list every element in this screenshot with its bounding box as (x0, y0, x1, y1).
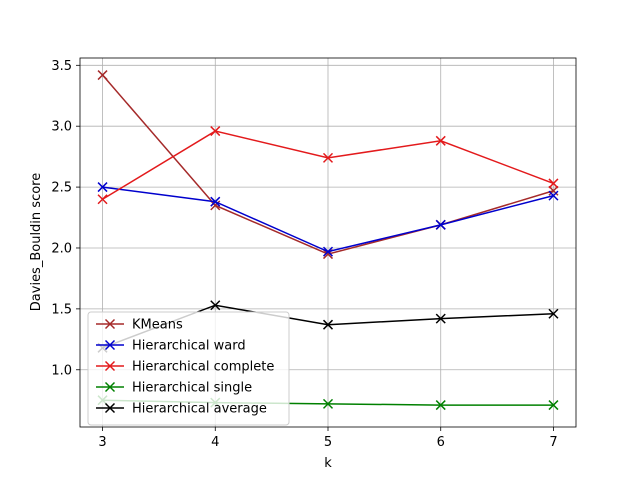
y-tick-label-5: 3.5 (51, 59, 72, 74)
data-point-3-2 (322, 398, 334, 409)
legend-entry-2: Hierarchical complete (96, 360, 274, 375)
legend-entry-3: Hierarchical single (96, 381, 252, 396)
data-point-4-3 (435, 313, 446, 324)
series-1 (97, 182, 559, 257)
data-point-4-1 (210, 300, 221, 311)
legend-entry-0: KMeans (96, 318, 183, 333)
data-point-1-2 (322, 246, 334, 257)
data-point-2-1 (210, 126, 221, 137)
data-point-0-0 (97, 70, 108, 81)
x-tick-label-0: 3 (98, 435, 106, 450)
legend-label-4: Hierarchical average (132, 402, 267, 417)
legend: KMeans Hierarchical ward Hierarchical comp… (87, 311, 290, 426)
data-point-2-4 (548, 178, 559, 189)
legend-label-2: Hierarchical complete (132, 360, 274, 375)
y-tick-label-0: 1.0 (51, 363, 72, 378)
y-axis-label: Davies_Bouldin score (29, 173, 44, 311)
x-tick-label-3: 6 (437, 435, 445, 450)
data-point-3-4 (548, 400, 559, 411)
data-point-1-1 (210, 196, 221, 207)
ticks-layer: 3 4 5 6 7 1.0 1.5 2.0 2.5 3.0 3.5 (51, 59, 557, 450)
y-tick-label-3: 2.5 (51, 181, 72, 196)
data-point-0-4 (548, 185, 559, 196)
legend-label-0: KMeans (132, 318, 183, 333)
grid-lines (80, 58, 576, 427)
data-point-2-2 (322, 152, 334, 163)
x-axis-label: k (324, 456, 332, 471)
legend-marker-1 (104, 339, 116, 351)
y-tick-label-4: 3.0 (51, 120, 72, 135)
data-point-2-0 (97, 194, 108, 205)
x-tick-label-2: 5 (324, 435, 332, 450)
legend-marker-4 (104, 402, 116, 414)
data-point-4-4 (548, 308, 559, 319)
data-point-1-3 (435, 219, 446, 230)
legend-marker-2 (104, 360, 116, 372)
legend-marker-3 (104, 381, 116, 393)
y-tick-label-1: 1.5 (51, 302, 72, 317)
legend-label-1: Hierarchical ward (132, 339, 246, 354)
data-point-1-0 (97, 182, 108, 193)
series-2 (97, 126, 559, 205)
data-point-2-3 (435, 135, 446, 146)
data-point-3-3 (435, 400, 446, 411)
legend-box (87, 311, 290, 426)
x-tick-label-4: 7 (549, 435, 557, 450)
legend-entry-4: Hierarchical average (96, 402, 267, 417)
data-point-4-2 (322, 319, 334, 330)
x-tick-label-1: 4 (211, 435, 219, 450)
legend-entry-1: Hierarchical ward (96, 339, 246, 354)
y-tick-label-2: 2.0 (51, 241, 72, 256)
legend-label-3: Hierarchical single (132, 381, 252, 396)
legend-marker-0 (104, 318, 116, 330)
data-point-1-4 (548, 190, 559, 201)
